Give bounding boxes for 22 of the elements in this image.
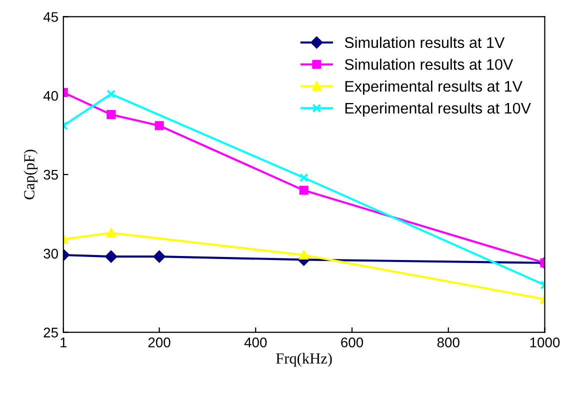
y-axis-title: Cap(pF) [24, 150, 38, 200]
point [299, 186, 308, 195]
y-tick-label: 25 [44, 328, 58, 338]
legend-label: Experimental results at 10V [345, 102, 531, 117]
x-tick-label: 1000 [530, 338, 560, 348]
legend-label: Simulation results at 10V [344, 58, 514, 70]
y-tick-label: 45 [43, 12, 58, 22]
x-tick-label: 600 [341, 338, 364, 348]
x-tick-label: 200 [148, 338, 170, 348]
y-tick-label: 35 [44, 170, 58, 180]
y-tick-label: 30 [44, 248, 58, 259]
point [105, 250, 118, 263]
x-axis-title: Frq(kHz) [276, 352, 332, 367]
legend-label: Experimental results at 1V [345, 80, 522, 95]
point [154, 121, 164, 130]
x-tick-label: 400 [244, 338, 267, 348]
x-tick-label: 1 [60, 338, 67, 348]
y-tick-label: 40 [43, 90, 58, 101]
x-tick-label: 800 [437, 338, 460, 348]
legend-label: Simulation results at 1V [344, 36, 505, 48]
point [153, 250, 166, 263]
point [106, 110, 116, 120]
